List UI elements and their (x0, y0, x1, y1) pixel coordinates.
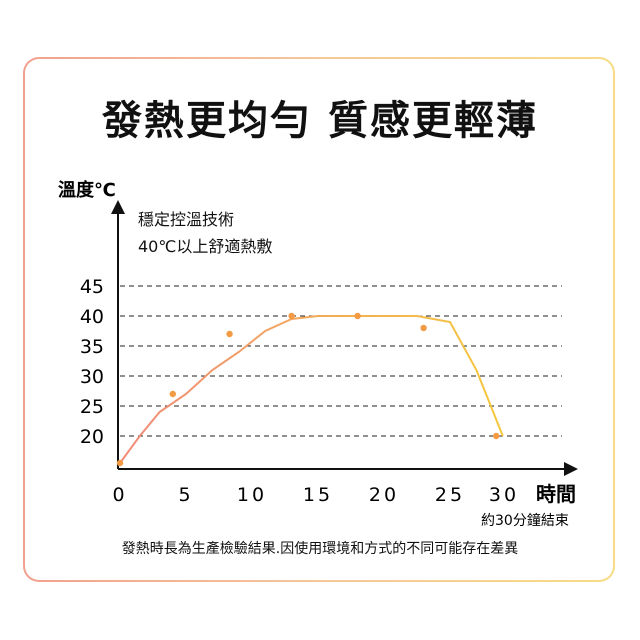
x-tick-label: 20 (369, 484, 399, 506)
x-axis-label: 時間 (536, 482, 576, 506)
data-point (493, 432, 500, 440)
data-point (226, 330, 233, 338)
y-tick-label: 20 (80, 426, 104, 448)
y-axis-arrow (111, 200, 125, 214)
y-axis-label: 溫度℃ (58, 179, 116, 201)
annotation-line-2: 40℃以上舒適熱敷 (138, 237, 273, 256)
x-tick-label: 0 (112, 484, 127, 506)
data-point (116, 459, 124, 467)
annotation-line-1: 穩定控溫技術 (138, 210, 235, 229)
y-tick-label: 40 (80, 306, 104, 328)
data-point (354, 312, 361, 320)
content-card (23, 57, 615, 582)
y-tick-label: 35 (80, 336, 104, 358)
data-point (420, 324, 427, 332)
data-point (288, 312, 295, 320)
x-tick-label: 5 (178, 484, 193, 506)
x-axis-arrow (564, 462, 578, 476)
temperature-line (119, 315, 504, 464)
footnote: 發熱時長為生產檢驗結果.因使用環境和方式的不同可能存在差異 (121, 541, 519, 557)
x-tick-label: 25 (435, 484, 465, 506)
y-tick-label: 25 (80, 396, 104, 418)
y-tick-label: 45 (80, 276, 104, 298)
x-tick-label: 15 (303, 484, 333, 506)
x-tick-label: 10 (237, 484, 267, 506)
y-tick-label: 30 (80, 366, 104, 388)
headline: 發熱更均勻 質感更輕薄 (102, 98, 538, 144)
data-point (169, 390, 176, 398)
x-tick-label: 30 (489, 484, 519, 506)
x-axis-note: 約30分鐘結束 (481, 512, 569, 529)
